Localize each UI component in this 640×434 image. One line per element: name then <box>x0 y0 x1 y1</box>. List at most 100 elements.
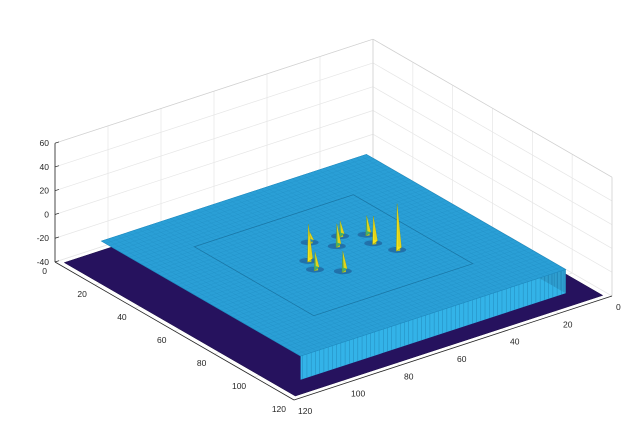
plateau-top-mesh <box>256 243 522 331</box>
wall-y0-grid-z <box>54 133 374 239</box>
z-tick-mark <box>54 165 60 168</box>
plateau-top-mesh <box>276 255 542 343</box>
y-tick-label: 0 <box>42 266 47 276</box>
plateau-top-mesh <box>216 220 482 308</box>
wall-x0-grid-z <box>372 62 613 202</box>
peak <box>365 215 372 237</box>
peak-face-right <box>309 231 314 241</box>
peak-face-right <box>342 251 348 269</box>
x-tick-label: 40 <box>510 337 520 347</box>
peak-face-right <box>336 223 341 244</box>
plateau-top-mesh <box>300 269 566 357</box>
y-tick-label: 20 <box>77 289 87 299</box>
plateau-top-mesh <box>125 168 391 256</box>
tick-labels: -40 -20 0 20 40 60 0 20 40 60 80 100 120 0 20 40 60 80 100… <box>37 138 621 416</box>
plateau-top-mesh <box>288 262 554 350</box>
plateau-top-mesh <box>117 163 383 251</box>
plateau-top-mesh <box>129 170 395 258</box>
y-tick-label: 100 <box>232 381 246 391</box>
plateau-top-mesh <box>121 165 387 253</box>
peak-face-right <box>308 224 313 259</box>
plateau-top-mesh <box>169 193 435 281</box>
plateau-top-mesh <box>284 260 550 348</box>
plateau-top-mesh <box>272 253 538 341</box>
peak-face-right <box>373 216 378 241</box>
plateau-top-mesh <box>188 204 455 292</box>
plateau-top-mesh <box>109 158 375 246</box>
axes-box <box>54 38 613 401</box>
plateau-top-mesh <box>200 211 467 299</box>
plateau-top-mesh <box>149 181 415 269</box>
peak-face-right <box>340 220 345 234</box>
y-axis-line <box>54 261 295 401</box>
box-edge <box>54 38 374 144</box>
plateau-top-mesh <box>280 257 546 345</box>
z-tick-mark <box>54 236 60 239</box>
plateau-top-mesh <box>292 264 558 352</box>
y-tick-label: 80 <box>197 358 207 368</box>
plateau-top-mesh <box>101 154 367 242</box>
peak-face-right <box>397 203 402 248</box>
x-axis-line <box>293 295 613 401</box>
wall-y0-grid-z <box>54 62 374 168</box>
z-tick-label: 40 <box>40 162 50 172</box>
z-tick-mark <box>54 189 60 192</box>
plateau-top-mesh <box>224 225 490 313</box>
x-tick-label: 20 <box>563 319 573 329</box>
y-tick-label: 40 <box>117 312 127 322</box>
peak-face-right <box>315 251 320 268</box>
plateau-top-mesh <box>240 234 506 322</box>
z-tick-label: -40 <box>37 257 50 267</box>
peak <box>307 224 313 263</box>
x-tick-label: 60 <box>457 354 467 364</box>
plateau-top-mesh <box>157 186 423 274</box>
plateau-top-mesh <box>113 161 379 249</box>
wall-y0-grid-z <box>54 86 374 192</box>
surface <box>63 154 604 397</box>
plateau-top-mesh <box>252 241 518 329</box>
wall-x0-grid-z <box>372 110 613 249</box>
peak <box>396 203 402 252</box>
plateau-top-mesh <box>196 209 463 297</box>
inner-region-outline <box>193 194 474 317</box>
plateau-top-mesh <box>236 232 502 320</box>
plateau-top-mesh <box>173 195 439 283</box>
x-tick-label: 100 <box>351 389 365 399</box>
z-tick-mark <box>54 260 60 263</box>
plateau-top-mesh <box>137 174 403 262</box>
plateau-top-mesh <box>220 223 486 311</box>
plateau-side-front <box>300 269 566 380</box>
box-edge <box>372 38 613 178</box>
z-tick-mark <box>54 141 60 144</box>
peak <box>335 223 342 249</box>
wall-y0-grid-z <box>54 110 374 215</box>
x-tick-label: 80 <box>404 371 414 381</box>
plateau-top-mesh <box>232 230 498 318</box>
plateau-top-mesh <box>161 188 427 276</box>
plateau-top-mesh <box>153 184 419 272</box>
peak <box>313 251 320 272</box>
plateau-top-mesh <box>145 179 411 267</box>
z-tick-label: 20 <box>40 186 50 196</box>
plateau-top-mesh <box>165 191 431 279</box>
plateau-top-mesh <box>185 202 451 290</box>
plateau-top-mesh <box>105 156 371 244</box>
wall-x0-grid-z <box>372 86 613 226</box>
plateau-top-mesh <box>228 227 494 315</box>
z-tick-label: 60 <box>40 138 50 148</box>
plateau-top-mesh <box>296 266 562 354</box>
y-tick-label: 120 <box>272 404 286 414</box>
x-tick-label: 0 <box>616 302 621 312</box>
z-tick-label: 0 <box>44 209 49 219</box>
plateau-top-mesh <box>244 237 510 325</box>
peak <box>341 251 348 274</box>
plateau-top-mesh <box>192 207 459 295</box>
y-tick-label: 60 <box>157 335 167 345</box>
z-tick-label: -20 <box>37 233 50 243</box>
plateau-top-mesh <box>133 172 399 260</box>
z-tick-mark <box>54 212 60 215</box>
peak <box>372 216 378 246</box>
plateau-top-mesh <box>268 250 534 338</box>
plateau-top-mesh <box>264 248 530 336</box>
plateau-top-mesh <box>248 239 514 327</box>
